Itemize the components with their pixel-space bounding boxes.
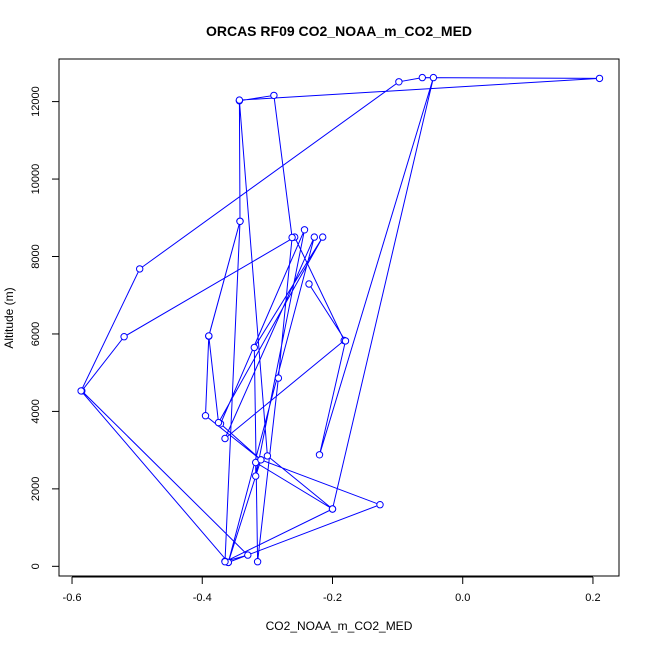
- x-tick-label: -0.2: [323, 592, 342, 604]
- data-point: [120, 333, 128, 341]
- y-axis: 0 2000 4000 6000 8000 10000 12000: [30, 86, 60, 569]
- data-point: [429, 73, 438, 82]
- y-axis-label: Altitude (m): [2, 287, 16, 348]
- series-line: [80, 77, 600, 563]
- data-point: [270, 91, 278, 100]
- data-point: [250, 343, 259, 352]
- data-point: [376, 501, 384, 509]
- data-series: [77, 73, 604, 567]
- data-point: [341, 337, 350, 345]
- y-tick-label: 0: [30, 563, 42, 569]
- data-point: [305, 280, 313, 288]
- data-point: [310, 233, 318, 241]
- chart-title: ORCAS RF09 CO2_NOAA_m_CO2_MED: [206, 23, 472, 39]
- data-point: [77, 387, 85, 395]
- x-tick-label: 0.2: [585, 592, 600, 604]
- y-tick-label: 4000: [30, 399, 42, 423]
- data-point: [201, 412, 210, 420]
- data-point: [263, 452, 272, 460]
- data-point: [328, 505, 337, 513]
- x-tick-label: -0.6: [63, 592, 82, 604]
- data-point: [252, 472, 260, 480]
- data-point: [288, 233, 296, 242]
- data-point: [595, 74, 604, 83]
- data-point: [257, 456, 265, 464]
- y-tick-label: 10000: [30, 164, 42, 195]
- data-point: [221, 558, 229, 566]
- x-tick-label: 0.0: [455, 592, 470, 604]
- data-point: [244, 551, 252, 559]
- data-point: [221, 434, 229, 443]
- data-point: [315, 451, 324, 459]
- y-tick-label: 2000: [30, 477, 42, 501]
- data-point: [300, 226, 309, 234]
- data-point: [236, 217, 244, 226]
- data-point: [235, 96, 244, 104]
- data-point: [319, 233, 327, 241]
- data-point: [395, 78, 403, 86]
- data-point: [418, 73, 426, 82]
- data-point: [214, 418, 223, 427]
- data-point: [205, 332, 213, 340]
- x-axis: -0.6 -0.4 -0.2 0.0 0.2: [63, 576, 601, 604]
- y-tick-label: 12000: [30, 86, 42, 117]
- data-point: [274, 374, 283, 382]
- data-point: [253, 558, 262, 566]
- x-axis-label: CO2_NOAA_m_CO2_MED: [266, 619, 413, 633]
- x-tick-label: -0.4: [193, 592, 212, 604]
- y-tick-label: 8000: [30, 244, 42, 268]
- y-tick-label: 6000: [30, 322, 42, 346]
- data-point: [136, 265, 144, 273]
